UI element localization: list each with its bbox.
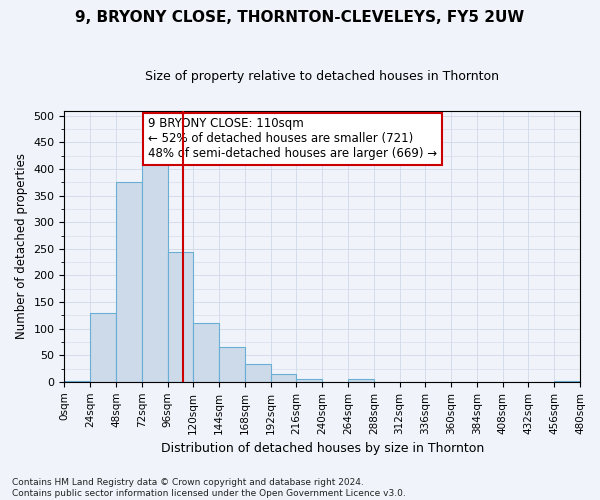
Bar [296, 379, 322, 382]
Bar [167, 252, 193, 382]
Bar [348, 379, 374, 382]
Bar [64, 381, 90, 382]
Bar [271, 374, 296, 382]
Y-axis label: Number of detached properties: Number of detached properties [15, 153, 28, 339]
Bar [554, 381, 580, 382]
Bar [90, 312, 116, 382]
Text: 9 BRYONY CLOSE: 110sqm
← 52% of detached houses are smaller (721)
48% of semi-de: 9 BRYONY CLOSE: 110sqm ← 52% of detached… [148, 118, 437, 160]
X-axis label: Distribution of detached houses by size in Thornton: Distribution of detached houses by size … [161, 442, 484, 455]
Text: Contains HM Land Registry data © Crown copyright and database right 2024.
Contai: Contains HM Land Registry data © Crown c… [12, 478, 406, 498]
Bar [142, 161, 167, 382]
Bar [193, 324, 219, 382]
Title: Size of property relative to detached houses in Thornton: Size of property relative to detached ho… [145, 70, 499, 83]
Text: 9, BRYONY CLOSE, THORNTON-CLEVELEYS, FY5 2UW: 9, BRYONY CLOSE, THORNTON-CLEVELEYS, FY5… [76, 10, 524, 25]
Bar [219, 347, 245, 382]
Bar [116, 182, 142, 382]
Bar [245, 364, 271, 382]
